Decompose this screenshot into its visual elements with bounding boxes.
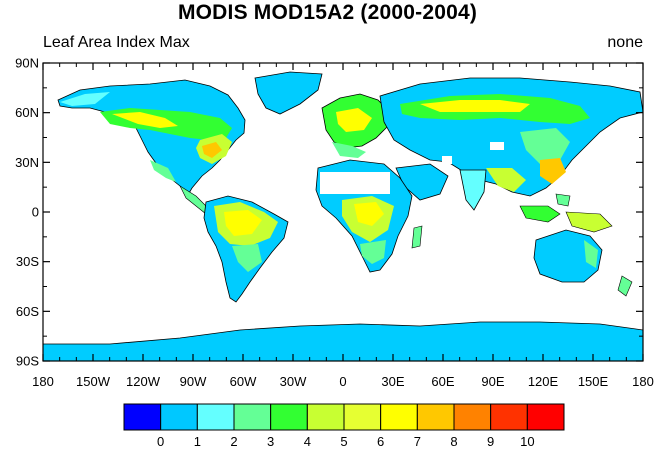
colorbar-swatch: [526, 403, 565, 431]
colorbar-swatch: [416, 403, 455, 431]
lon-tick-label: 150W: [76, 374, 111, 389]
colorbar-swatch: [160, 403, 198, 431]
lon-tick-label: 120W: [126, 374, 161, 389]
colorbar-label: 5: [340, 434, 347, 449]
colorbar-label: 1: [194, 434, 201, 449]
north-america-landmass: [57, 79, 246, 196]
colorbar-swatch: [196, 403, 235, 431]
colorbar-label: 7: [414, 434, 421, 449]
maritime-asia-landmass: [519, 193, 613, 233]
lat-tick-label: 60S: [16, 304, 39, 319]
africa-landmass: [315, 159, 413, 273]
asia-landmass: [379, 77, 643, 197]
colorbar-label: 0: [157, 434, 164, 449]
madagascar-landmass: [411, 225, 423, 249]
colorbar-label: 3: [267, 434, 274, 449]
antarctica-landmass: [43, 321, 643, 361]
greenland-landmass: [254, 71, 323, 115]
lat-tick-label: 30N: [15, 155, 39, 170]
map-title: MODIS MOD15A2 (2000-2004): [177, 1, 478, 24]
lon-tick-label: 90W: [180, 374, 207, 389]
lon-tick-label: 60E: [431, 374, 454, 389]
longitude-axis: 180 150W 120W 90W 60W 30W 0 30E 60E 90E 120E 150E 18…: [32, 63, 654, 389]
colorbar-swatch: [306, 403, 345, 431]
colorbar-label: 10: [520, 434, 534, 449]
colorbar-swatch: [453, 403, 492, 431]
lat-tick-label: 90S: [16, 354, 39, 369]
lon-tick-label: 30E: [381, 374, 404, 389]
colorbar-label: 6: [377, 434, 384, 449]
lat-tick-label: 0: [32, 205, 39, 220]
units-label: none: [607, 34, 643, 51]
colorbar-label: 4: [304, 434, 311, 449]
lon-tick-label: 60W: [230, 374, 257, 389]
lat-tick-label: 90N: [15, 56, 39, 71]
colorbar: 0 1 2 3 4 5 6 7 8 9 10: [123, 403, 565, 449]
variable-label: Leaf Area Index Max: [43, 34, 190, 51]
colorbar-swatch: [380, 403, 418, 431]
colorbar-swatch: [490, 403, 528, 431]
lat-tick-label: 60N: [15, 105, 39, 120]
australia-landmass: [533, 229, 603, 283]
lon-tick-label: 150E: [578, 374, 609, 389]
lon-tick-label: 180: [632, 374, 654, 389]
lon-tick-label: 120E: [528, 374, 559, 389]
colorbar-swatch: [233, 403, 272, 431]
map-panel: [43, 63, 643, 361]
colorbar-label: 9: [487, 434, 494, 449]
europe-landmass: [321, 93, 391, 158]
colorbar-label: 2: [230, 434, 237, 449]
india-landmass: [459, 169, 487, 211]
new-zealand-landmass: [617, 275, 633, 297]
colorbar-swatch: [343, 403, 382, 431]
colorbar-swatch: [123, 403, 162, 431]
lon-tick-label: 180: [32, 374, 54, 389]
lat-tick-label: 30S: [16, 254, 39, 269]
colorbar-label: 8: [450, 434, 457, 449]
latitude-axis: 90N 60N 30N 0 30S 60S 90S: [15, 56, 643, 369]
lon-tick-label: 90E: [481, 374, 504, 389]
lon-tick-label: 30W: [280, 374, 307, 389]
colorbar-swatch: [270, 403, 308, 431]
lon-tick-label: 0: [339, 374, 346, 389]
south-america-landmass: [203, 195, 289, 303]
